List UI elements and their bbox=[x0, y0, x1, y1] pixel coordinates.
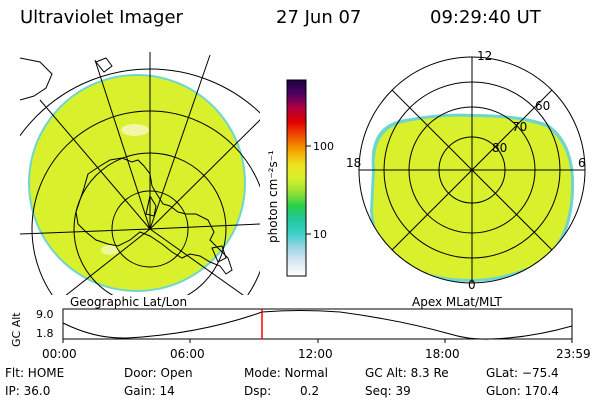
info-gain: Gain: 14 bbox=[124, 384, 175, 398]
info-mode: Mode: Normal bbox=[244, 366, 328, 380]
mlt-label-0: 0 bbox=[468, 278, 476, 292]
alt-ytick-high: 9.0 bbox=[36, 308, 54, 321]
mlt-label-6: 6 bbox=[578, 156, 586, 170]
info-glon: GLon: 170.4 bbox=[486, 384, 559, 398]
mlat-label-70: 70 bbox=[512, 120, 527, 134]
alt-xtick-4: 23:59 bbox=[556, 347, 591, 361]
alt-xtick-2: 12:00 bbox=[298, 347, 333, 361]
title: Ultraviolet Imager bbox=[20, 7, 183, 28]
colorbar-tick-100: 100 bbox=[313, 140, 334, 153]
info-glat: GLat: −75.4 bbox=[486, 366, 559, 380]
coastline bbox=[75, 157, 233, 275]
altitude-curve bbox=[62, 310, 573, 340]
right-map-caption: Apex MLat/MLT bbox=[412, 295, 502, 309]
info-flt: Flt: HOME bbox=[5, 366, 65, 380]
colorbar-unit-label: photon cm⁻²s⁻¹ bbox=[266, 150, 280, 243]
aurora-blob bbox=[121, 124, 149, 136]
left-map-caption: Geographic Lat/Lon bbox=[70, 295, 188, 309]
alt-xtick-3: 18:00 bbox=[425, 347, 460, 361]
info-seq: Seq: 39 bbox=[365, 384, 411, 398]
colorbar: 100 10 photon cm⁻²s⁻¹ bbox=[266, 79, 334, 277]
info-ip: IP: 36.0 bbox=[5, 384, 51, 398]
mlat-label-60: 60 bbox=[535, 99, 550, 113]
info-gc-alt: GC Alt: 8.3 Re bbox=[365, 366, 449, 380]
apex-polar-plot: 12 18 6 0 60 70 80 bbox=[346, 49, 586, 292]
alt-xtick-0: 00:00 bbox=[42, 347, 77, 361]
geographic-map bbox=[20, 52, 260, 295]
alt-ytick-low: 1.8 bbox=[36, 327, 54, 340]
info-dsp-label: Dsp: bbox=[244, 384, 272, 398]
mlt-label-12: 12 bbox=[477, 49, 492, 63]
altitude-plot: GC Alt 9.0 1.8 bbox=[10, 308, 573, 347]
colorbar-tick-10: 10 bbox=[313, 228, 327, 241]
mlt-label-18: 18 bbox=[346, 156, 361, 170]
alt-ylabel: GC Alt bbox=[10, 312, 23, 347]
mlat-label-80: 80 bbox=[492, 141, 507, 155]
alt-xtick-1: 06:00 bbox=[170, 347, 205, 361]
info-door: Door: Open bbox=[124, 366, 193, 380]
info-dsp-value: 0.2 bbox=[300, 384, 320, 398]
time: 09:29:40 UT bbox=[430, 7, 541, 28]
date: 27 Jun 07 bbox=[276, 7, 362, 28]
